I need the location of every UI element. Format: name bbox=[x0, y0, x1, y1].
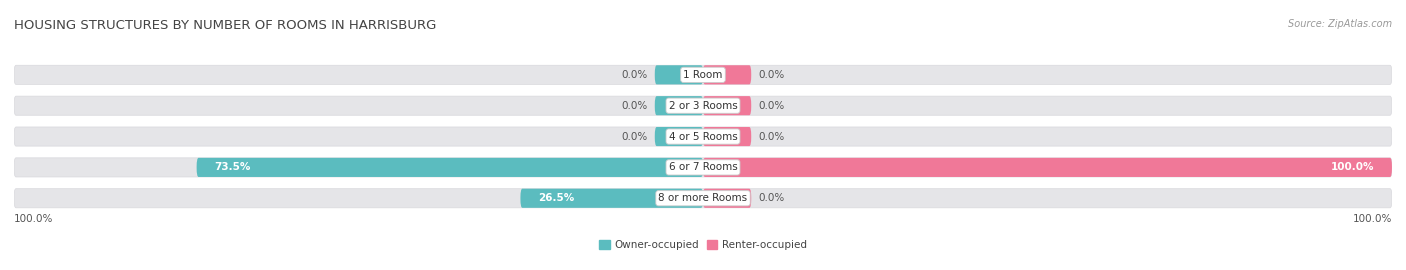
Text: 8 or more Rooms: 8 or more Rooms bbox=[658, 193, 748, 203]
Text: 100.0%: 100.0% bbox=[1353, 214, 1392, 224]
Legend: Owner-occupied, Renter-occupied: Owner-occupied, Renter-occupied bbox=[595, 236, 811, 254]
Text: 0.0%: 0.0% bbox=[621, 70, 648, 80]
FancyBboxPatch shape bbox=[703, 189, 751, 208]
Text: 100.0%: 100.0% bbox=[14, 214, 53, 224]
Text: 0.0%: 0.0% bbox=[758, 101, 785, 111]
Text: 0.0%: 0.0% bbox=[758, 193, 785, 203]
Text: HOUSING STRUCTURES BY NUMBER OF ROOMS IN HARRISBURG: HOUSING STRUCTURES BY NUMBER OF ROOMS IN… bbox=[14, 19, 436, 32]
FancyBboxPatch shape bbox=[703, 96, 751, 115]
FancyBboxPatch shape bbox=[14, 96, 1392, 115]
FancyBboxPatch shape bbox=[655, 96, 703, 115]
Text: 0.0%: 0.0% bbox=[758, 70, 785, 80]
FancyBboxPatch shape bbox=[14, 189, 1392, 208]
FancyBboxPatch shape bbox=[14, 127, 1392, 146]
FancyBboxPatch shape bbox=[197, 158, 703, 177]
FancyBboxPatch shape bbox=[655, 65, 703, 85]
Text: 2 or 3 Rooms: 2 or 3 Rooms bbox=[669, 101, 737, 111]
Text: 100.0%: 100.0% bbox=[1331, 162, 1375, 173]
Text: 1 Room: 1 Room bbox=[683, 70, 723, 80]
FancyBboxPatch shape bbox=[703, 127, 751, 146]
FancyBboxPatch shape bbox=[703, 158, 1392, 177]
Text: 0.0%: 0.0% bbox=[758, 131, 785, 141]
FancyBboxPatch shape bbox=[655, 127, 703, 146]
Text: 4 or 5 Rooms: 4 or 5 Rooms bbox=[669, 131, 737, 141]
Text: 0.0%: 0.0% bbox=[621, 101, 648, 111]
FancyBboxPatch shape bbox=[14, 158, 1392, 177]
Text: Source: ZipAtlas.com: Source: ZipAtlas.com bbox=[1288, 19, 1392, 29]
FancyBboxPatch shape bbox=[14, 65, 1392, 85]
Text: 0.0%: 0.0% bbox=[621, 131, 648, 141]
FancyBboxPatch shape bbox=[520, 189, 703, 208]
FancyBboxPatch shape bbox=[703, 65, 751, 85]
Text: 6 or 7 Rooms: 6 or 7 Rooms bbox=[669, 162, 737, 173]
Text: 26.5%: 26.5% bbox=[537, 193, 574, 203]
Text: 73.5%: 73.5% bbox=[214, 162, 250, 173]
